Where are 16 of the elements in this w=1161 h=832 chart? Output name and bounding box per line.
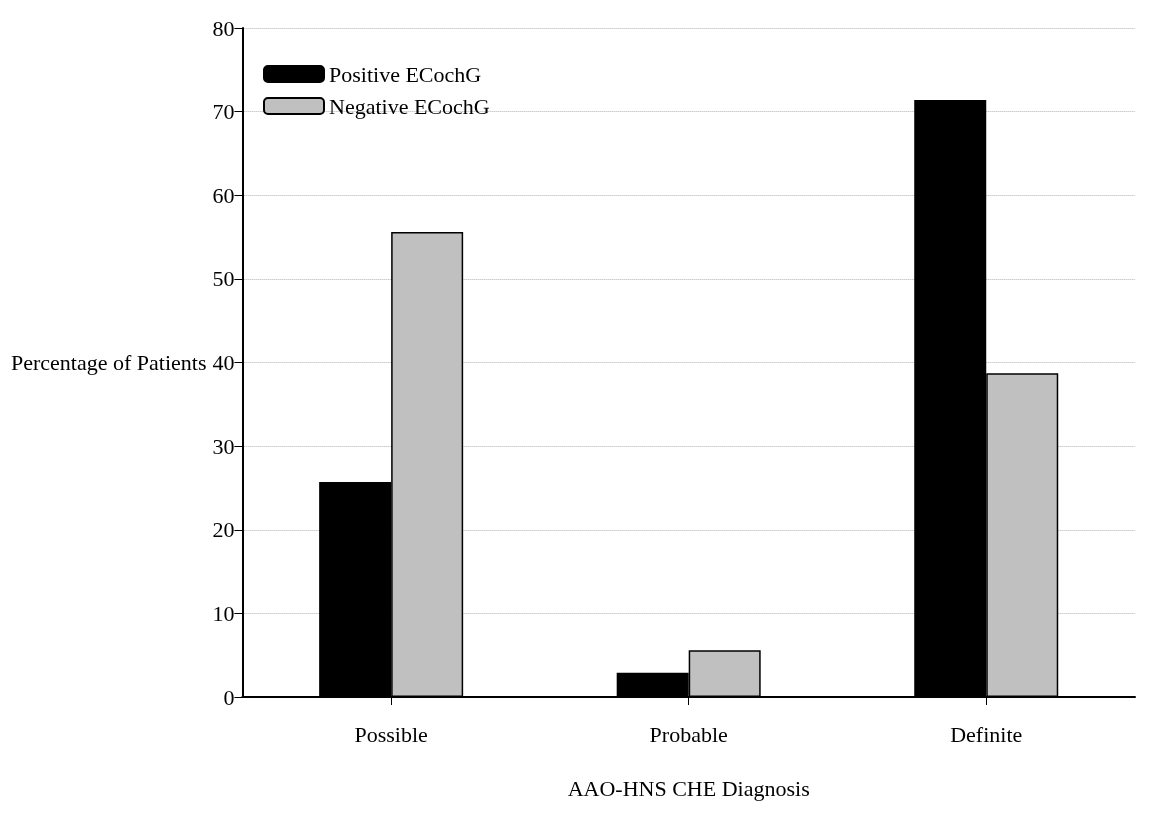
y-tick-label: 70 bbox=[212, 99, 235, 125]
y-tick-label: 20 bbox=[212, 517, 235, 543]
x-tick-label: Definite bbox=[950, 721, 1023, 747]
y-tick-label: 60 bbox=[212, 182, 235, 208]
y-tick-label: 0 bbox=[223, 684, 235, 710]
legend-label: Negative ECochG bbox=[329, 93, 490, 119]
y-axis-title: Percentage of Patients bbox=[10, 350, 207, 375]
y-tick-label: 50 bbox=[212, 266, 235, 292]
y-tick-label: 30 bbox=[212, 433, 235, 459]
y-tick-label: 80 bbox=[212, 15, 235, 41]
y-tick-label: 40 bbox=[212, 350, 235, 375]
y-tick-label: 10 bbox=[212, 600, 235, 626]
legend-label: Positive ECochG bbox=[329, 61, 482, 87]
x-axis-title: AAO-HNS CHE Diagnosis bbox=[567, 775, 810, 801]
x-tick-label: Possible bbox=[354, 721, 428, 747]
x-tick-label: Probable bbox=[649, 721, 728, 747]
